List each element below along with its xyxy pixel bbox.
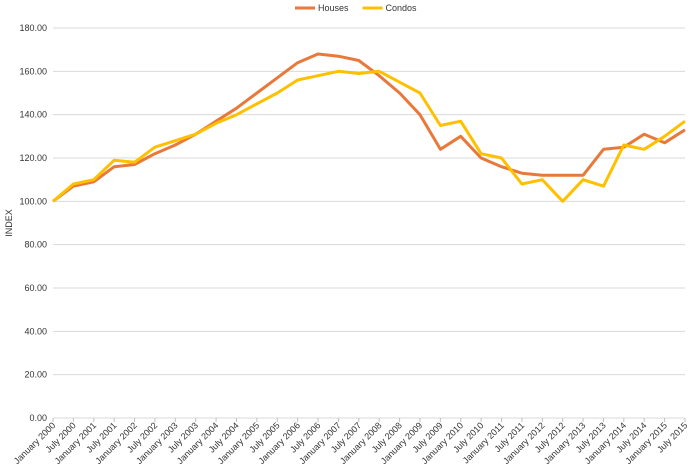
y-tick-label: 0.00	[29, 413, 47, 423]
legend-label: Condos	[386, 3, 418, 13]
legend-label: Houses	[318, 3, 349, 13]
series-line	[52, 69, 686, 203]
y-tick-label: 160.00	[19, 66, 47, 76]
y-tick-label: 180.00	[19, 23, 47, 33]
y-tick-label: 60.00	[24, 283, 47, 293]
series-line	[52, 52, 686, 203]
y-tick-label: 120.00	[19, 153, 47, 163]
y-tick-label: 20.00	[24, 370, 47, 380]
y-tick-label: 40.00	[24, 326, 47, 336]
y-axis-label: INDEX	[4, 209, 14, 237]
y-tick-label: 100.00	[19, 196, 47, 206]
y-tick-label: 80.00	[24, 240, 47, 250]
y-tick-label: 140.00	[19, 110, 47, 120]
